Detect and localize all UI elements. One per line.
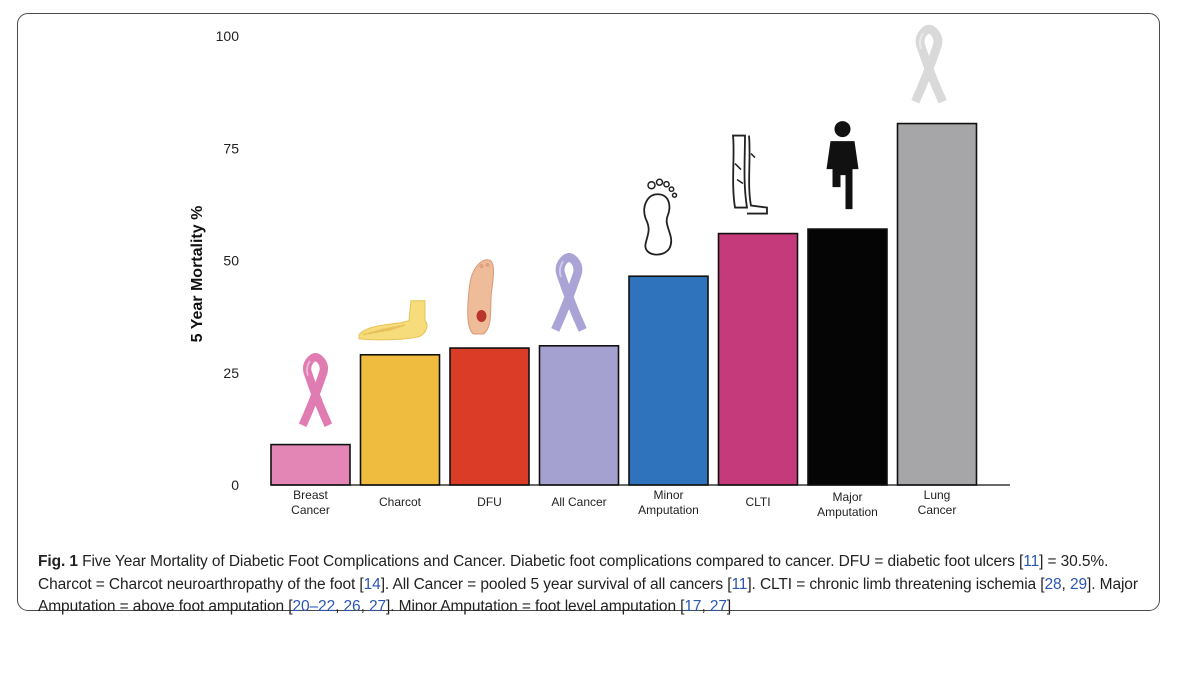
category-label: Amputation	[638, 503, 699, 517]
bar	[628, 275, 709, 486]
footprint-icon	[643, 178, 678, 256]
foot-ulcer-icon	[467, 259, 494, 335]
bar	[717, 232, 799, 486]
bar	[896, 122, 978, 486]
citation-link[interactable]: 29	[1069, 575, 1088, 593]
caption-segment: ]. All Cancer = pooled 5 year survival o…	[380, 575, 732, 593]
pink-ribbon-icon	[298, 353, 333, 427]
citation-link[interactable]: 27	[709, 598, 727, 615]
category-label: Lung	[924, 488, 951, 502]
caption-text: Five Year Mortality of Diabetic Foot Com…	[38, 553, 1138, 615]
bar	[807, 228, 888, 486]
citation-link[interactable]: 26	[343, 598, 361, 615]
citation-link[interactable]: 20–22	[292, 598, 336, 615]
caption-segment: ]. Minor Amputation = foot level amputat…	[386, 598, 685, 615]
category-label: Major	[832, 490, 862, 504]
category-label: DFU	[477, 495, 502, 509]
category-label: CLTI	[745, 495, 770, 509]
lavender-ribbon-icon	[551, 253, 587, 332]
category-label: Minor	[653, 488, 683, 502]
caption-label: Fig. 1	[38, 553, 78, 570]
y-axis-label: 5 Year Mortality %	[189, 206, 206, 343]
bar-icons	[298, 24, 947, 427]
caption-segment: ,	[335, 598, 344, 615]
bar	[359, 353, 441, 486]
bar	[538, 345, 620, 486]
foot-bones-icon	[358, 300, 428, 341]
bar	[449, 347, 530, 486]
category-label: Cancer	[291, 503, 330, 517]
y-tick-label: 50	[223, 253, 239, 269]
figure-caption: Fig. 1 Five Year Mortality of Diabetic F…	[38, 551, 1163, 619]
citation-link[interactable]: 14	[363, 575, 381, 593]
legs-icon	[731, 134, 768, 215]
caption-segment: ,	[1061, 575, 1070, 593]
grey-ribbon-icon	[911, 24, 947, 104]
amputee-person-icon	[826, 121, 859, 210]
citation-link[interactable]: 11	[731, 575, 748, 593]
category-label: Cancer	[918, 503, 957, 517]
y-tick-label: 75	[223, 140, 239, 156]
citation-link[interactable]: 27	[368, 598, 387, 615]
citation-link[interactable]: 28	[1044, 575, 1062, 593]
caption-segment: ] = 30.5%. Charcot = Charcot neuroarthro…	[38, 553, 1109, 593]
caption-segment: Five Year Mortality of Diabetic Foot Com…	[77, 553, 1019, 570]
bar	[270, 443, 351, 486]
caption-segment: ]. Major Amputation = above foot amputat…	[38, 575, 1138, 616]
caption-segment: [	[1018, 553, 1024, 570]
citation-link[interactable]: 17	[684, 598, 702, 615]
caption-segment: ]. CLTI = chronic limb threatening ische…	[747, 575, 1045, 593]
y-axis: 0 25 50 75 100	[216, 28, 240, 493]
bars	[270, 122, 978, 486]
caption-segment: ,	[701, 598, 710, 615]
figure-frame: 0 25 50 75 100 5 Year Mortality % Breast Canc…	[17, 13, 1160, 615]
category-label: Amputation	[817, 505, 878, 519]
y-tick-label: 0	[231, 477, 239, 493]
category-label: Breast	[293, 488, 328, 502]
caption-segment: ,	[360, 598, 369, 615]
caption-segment: ]	[726, 598, 732, 615]
y-tick-label: 25	[223, 365, 239, 381]
category-label: All Cancer	[551, 495, 606, 509]
category-label: Charcot	[379, 495, 422, 509]
citation-link[interactable]: 11	[1023, 553, 1040, 570]
y-tick-label: 100	[216, 28, 240, 44]
